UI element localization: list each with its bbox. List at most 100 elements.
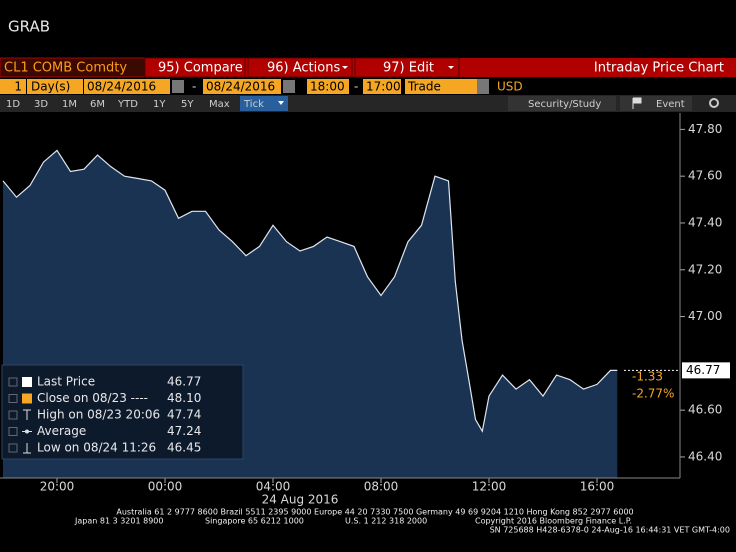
period-button[interactable]: [58, 96, 84, 111]
legend-swatch: [23, 443, 31, 454]
dropdown-arrow: [342, 66, 348, 69]
separator: -: [192, 80, 196, 94]
period-label[interactable]: 6M: [90, 99, 105, 110]
period-button[interactable]: [177, 96, 203, 111]
last-price-label: 46.77: [686, 363, 720, 377]
period-label[interactable]: 1M: [62, 99, 77, 110]
price-line: [2, 149, 618, 433]
toolbar: CL1 COMB Comdty 95) Compare 96) Actions …: [0, 57, 736, 78]
legend-panel: [1, 364, 244, 460]
legend-value: 46.77: [167, 375, 201, 389]
field-select[interactable]: [405, 79, 477, 94]
start-date: 08/24/2016: [87, 80, 156, 94]
period-label[interactable]: 1Y: [153, 99, 166, 110]
y-tick-label: 47.20: [688, 262, 722, 276]
unit: Day(s): [31, 80, 70, 94]
window-title: GRAB: [8, 18, 50, 36]
period-button[interactable]: [30, 96, 56, 111]
count: 1: [14, 80, 22, 94]
legend-checkbox[interactable]: [8, 377, 18, 387]
unit-field[interactable]: [27, 79, 83, 94]
period-button[interactable]: [149, 96, 175, 111]
x-tick-label: 12:00: [472, 480, 507, 494]
legend-checkbox[interactable]: [8, 410, 18, 420]
period-buttons: 1D 3D 1M 6M YTD 1Y 5Y Max Tick: [2, 96, 288, 111]
footer-line: Australia 61 2 9777 8600 Brazil 5511 239…: [116, 508, 633, 517]
end-time: 17:00: [366, 80, 401, 94]
study-button[interactable]: [508, 96, 616, 111]
start-time-field[interactable]: [307, 79, 349, 94]
y-tick-label: 47.60: [688, 169, 722, 183]
compare-button[interactable]: [144, 57, 246, 78]
y-tick-label: 47.00: [688, 309, 722, 323]
axis-area: [680, 113, 736, 478]
range-bar: 1 Day(s) 08/24/2016 - 08/24/2016 18:00 -…: [0, 79, 523, 94]
y-tick-label: 47.40: [688, 215, 722, 229]
start-date-field[interactable]: [84, 79, 170, 94]
legend-swatch: [22, 393, 32, 404]
period-button[interactable]: [114, 96, 147, 111]
footer-line: Copyright 2016 Bloomberg Finance L.P.: [475, 517, 632, 526]
end-date: 08/24/2016: [206, 80, 275, 94]
legend-label: Last Price: [37, 375, 95, 389]
legend-label: Close on 08/23 ----: [37, 391, 148, 405]
end-time-field[interactable]: [363, 79, 401, 94]
actions-label[interactable]: 96) Actions: [267, 61, 340, 76]
legend-swatch: [22, 429, 32, 434]
legend-checkbox[interactable]: [8, 443, 18, 453]
footer-line: Japan 81 3 3201 8900: [74, 517, 163, 526]
security: CL1 COMB Comdty: [4, 61, 127, 76]
settings-icon[interactable]: [709, 98, 719, 108]
period-label[interactable]: 5Y: [181, 99, 194, 110]
period-button[interactable]: [240, 96, 288, 111]
legend-label: Average: [37, 424, 86, 438]
legend-swatch: [23, 409, 31, 420]
actions-button[interactable]: [247, 57, 353, 78]
x-tick-label: 08:00: [364, 480, 399, 494]
legend-label: High on 08/23 20:06: [37, 408, 160, 422]
field: Trade: [407, 80, 441, 94]
study-label[interactable]: Security/Study: [528, 99, 601, 110]
legend-checkbox[interactable]: [8, 427, 18, 436]
chart-name: Intraday Price Chart: [594, 61, 724, 76]
separator: -: [354, 80, 358, 94]
legend-label: Low on 08/24 11:26: [37, 441, 156, 455]
legend-value: 46.45: [167, 441, 201, 455]
end-date-field[interactable]: [203, 79, 281, 94]
x-tick-label: 20:00: [40, 480, 75, 494]
last-price-tag: [682, 362, 730, 379]
event-label[interactable]: Event: [656, 99, 685, 110]
y-tick-label: 46.60: [688, 403, 722, 417]
period-label[interactable]: Tick: [243, 99, 264, 110]
calendar-icon[interactable]: [283, 80, 295, 93]
compare-label[interactable]: 95) Compare: [158, 61, 243, 76]
period-button[interactable]: [2, 96, 28, 111]
x-tick-label: 04:00: [256, 480, 291, 494]
legend: Last Price 46.77 Close on 08/23 ---- 48.10 H…: [8, 375, 201, 455]
x-tick-label: 00:00: [148, 480, 183, 494]
edit-button[interactable]: [354, 57, 460, 78]
period-button[interactable]: [205, 96, 238, 111]
calendar-icon[interactable]: [172, 80, 184, 93]
change-percent: -2.77%: [632, 387, 674, 401]
currency: USD: [497, 80, 523, 94]
y-tick-label: 46.40: [688, 449, 722, 463]
period-button[interactable]: [86, 96, 112, 111]
start-time: 18:00: [310, 80, 345, 94]
dropdown-button[interactable]: [477, 79, 489, 94]
period-label[interactable]: Max: [209, 99, 230, 110]
period-label[interactable]: 1D: [6, 99, 20, 110]
footer-line: Singapore 65 6212 1000: [205, 517, 304, 526]
period-label[interactable]: 3D: [34, 99, 48, 110]
period-label[interactable]: YTD: [117, 99, 138, 110]
flag-icon: [632, 97, 642, 109]
dropdown-arrow: [448, 66, 454, 69]
dropdown-arrow: [278, 101, 284, 105]
edit-label[interactable]: 97) Edit: [383, 61, 434, 76]
legend-swatch: [22, 377, 32, 387]
legend-checkbox[interactable]: [8, 394, 18, 403]
x-tick-label: 16:00: [580, 480, 615, 494]
legend-value: 47.24: [167, 424, 201, 438]
count-field[interactable]: [0, 79, 26, 94]
